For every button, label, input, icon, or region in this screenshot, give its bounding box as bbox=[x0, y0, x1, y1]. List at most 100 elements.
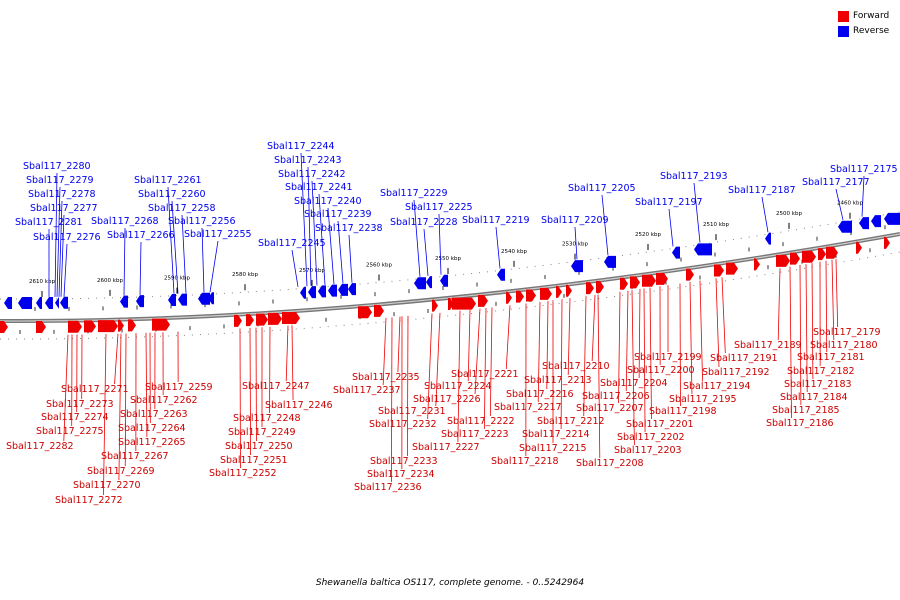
forward-gene-arrow bbox=[152, 318, 170, 331]
forward-gene-label: Sbal117_2233 bbox=[370, 456, 438, 467]
reverse-gene-arrow bbox=[178, 293, 187, 306]
reverse-gene-label: Sbal117_2197 bbox=[635, 197, 703, 208]
forward-gene-label: Sbal117_2259 bbox=[145, 382, 213, 393]
forward-gene-label: Sbal117_2231 bbox=[378, 406, 446, 417]
forward-gene-arrow bbox=[686, 268, 694, 281]
reverse-gene-arrow bbox=[136, 295, 144, 308]
forward-gene-leader bbox=[427, 313, 433, 420]
forward-gene-leader bbox=[618, 291, 621, 404]
forward-gene-arrow bbox=[448, 297, 454, 310]
reverse-gene-leader bbox=[300, 152, 308, 287]
forward-gene-leader bbox=[825, 260, 828, 353]
forward-gene-label: Sbal117_2183 bbox=[784, 379, 852, 390]
reverse-gene-leader bbox=[291, 249, 299, 287]
legend-reverse: Reverse bbox=[838, 24, 889, 39]
forward-gene-arrow bbox=[246, 314, 254, 327]
forward-gene-leader bbox=[831, 259, 835, 341]
forward-gene-arrow bbox=[282, 311, 300, 324]
reverse-gene-leader bbox=[123, 227, 126, 296]
scale-tick-label: 2560 kbp bbox=[366, 262, 392, 268]
reverse-gene-label: Sbal117_2277 bbox=[30, 203, 98, 214]
reverse-gene-leader bbox=[574, 226, 578, 260]
forward-gene-arrow bbox=[566, 284, 572, 297]
forward-gene-label: Sbal117_2248 bbox=[233, 413, 301, 424]
forward-gene-leader bbox=[382, 317, 387, 386]
forward-gene-label: Sbal117_2206 bbox=[582, 391, 650, 402]
forward-gene-leader bbox=[811, 263, 814, 380]
forward-gene-label: Sbal117_2214 bbox=[522, 429, 590, 440]
forward-gene-label: Sbal117_2210 bbox=[542, 361, 610, 372]
forward-gene-label: Sbal117_2180 bbox=[810, 340, 878, 351]
reverse-gene-leader bbox=[181, 214, 187, 294]
forward-gene-arrow bbox=[98, 320, 118, 333]
forward-gene-leader bbox=[145, 332, 148, 438]
forward-gene-leader bbox=[699, 280, 703, 382]
forward-gene-leader bbox=[285, 325, 289, 382]
forward-gene-label: Sbal117_2223 bbox=[441, 429, 509, 440]
reverse-gene-arrow bbox=[672, 246, 680, 259]
reverse-gene-arrow bbox=[871, 215, 881, 228]
scale-tick-label: 2540 kbp bbox=[501, 249, 527, 255]
forward-gene-label: Sbal117_2247 bbox=[242, 381, 310, 392]
forward-gene-arrow bbox=[478, 294, 488, 307]
reverse-gene-leader bbox=[318, 193, 326, 285]
forward-gene-leader bbox=[397, 316, 401, 373]
scale-tick-label: 2570 kbp bbox=[299, 268, 325, 274]
forward-gene-leader bbox=[583, 296, 587, 417]
forward-gene-leader bbox=[118, 333, 122, 481]
forward-gene-label: Sbal117_2282 bbox=[6, 441, 74, 452]
reverse-gene-label: Sbal117_2242 bbox=[278, 169, 346, 180]
reverse-gene-leader bbox=[761, 196, 769, 233]
forward-gene-leader bbox=[103, 333, 107, 496]
forward-gene-arrow bbox=[586, 282, 594, 295]
scale-tick-label: 2550 kbp bbox=[435, 256, 461, 262]
forward-gene-label: Sbal117_2198 bbox=[649, 406, 717, 417]
reverse-gene-leader bbox=[201, 227, 205, 293]
reverse-gene-label: Sbal117_2276 bbox=[33, 232, 101, 243]
reverse-gene-label: Sbal117_2175 bbox=[830, 164, 898, 175]
forward-gene-arrow bbox=[776, 254, 790, 267]
reverse-gene-leader bbox=[668, 208, 674, 247]
forward-gene-arrow bbox=[432, 299, 438, 312]
forward-gene-label: Sbal117_2274 bbox=[41, 412, 109, 423]
reverse-gene-arrow bbox=[859, 217, 869, 230]
forward-gene-leader bbox=[799, 265, 802, 406]
scale-tick-label: 2610 kbp bbox=[29, 279, 55, 285]
forward-gene-label: Sbal117_2267 bbox=[101, 451, 169, 462]
forward-gene-label: Sbal117_2264 bbox=[118, 423, 186, 434]
forward-gene-leader bbox=[721, 277, 726, 354]
forward-gene-leader bbox=[124, 333, 127, 467]
forward-gene-leader bbox=[649, 287, 652, 420]
reverse-gene-leader bbox=[167, 186, 175, 294]
chromosome-backbone-highlight bbox=[0, 233, 900, 322]
forward-gene-leader bbox=[631, 290, 635, 446]
reverse-gene-arrow bbox=[208, 292, 214, 305]
forward-gene-label: Sbal117_2235 bbox=[352, 372, 420, 383]
forward-gene-label: Sbal117_2237 bbox=[333, 385, 401, 396]
forward-gene-arrow bbox=[790, 252, 800, 265]
reverse-gene-label: Sbal117_2193 bbox=[660, 171, 728, 182]
reverse-gene-leader bbox=[209, 240, 219, 293]
forward-gene-leader bbox=[835, 259, 839, 328]
forward-gene-label: Sbal117_2204 bbox=[600, 378, 668, 389]
reverse-gene-arrow bbox=[45, 296, 53, 309]
forward-gene-arrow bbox=[630, 276, 640, 289]
forward-gene-leader bbox=[560, 299, 563, 430]
forward-swatch bbox=[838, 11, 849, 22]
forward-gene-leader bbox=[777, 268, 781, 341]
forward-gene-label: Sbal117_2246 bbox=[265, 400, 333, 411]
forward-gene-arrow bbox=[802, 250, 816, 263]
forward-gene-arrow bbox=[234, 314, 242, 327]
reverse-gene-arrow bbox=[18, 297, 32, 310]
reverse-gene-label: Sbal117_2278 bbox=[28, 189, 96, 200]
reverse-gene-leader bbox=[601, 194, 609, 256]
reverse-gene-leader bbox=[348, 234, 353, 283]
forward-gene-leader bbox=[597, 294, 601, 459]
reverse-gene-label: Sbal117_2266 bbox=[107, 230, 175, 241]
forward-gene-label: Sbal117_2269 bbox=[87, 466, 155, 477]
scale-tick-label: 2520 kbp bbox=[635, 232, 661, 238]
forward-gene-label: Sbal117_2272 bbox=[55, 495, 123, 506]
reverse-gene-label: Sbal117_2244 bbox=[267, 141, 335, 152]
forward-gene-label: Sbal117_2208 bbox=[576, 458, 644, 469]
